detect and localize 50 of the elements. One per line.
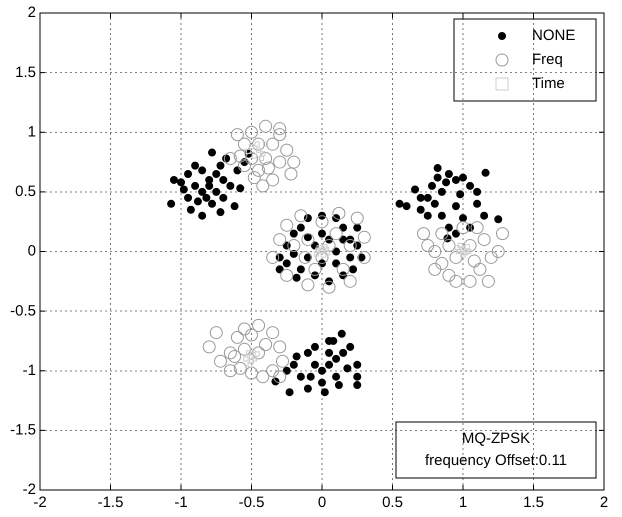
y-tick-label: -2 [22, 481, 36, 498]
point [256, 148, 262, 153]
annotation: MQ-ZPSK [462, 430, 530, 448]
y-tick-label: -1.5 [10, 422, 36, 439]
y-tick-label: 0 [28, 242, 36, 260]
point [258, 156, 264, 162]
point [463, 250, 468, 256]
x-tick-label: 0.5 [382, 494, 403, 512]
point [315, 248, 320, 253]
legend-label: NONE [532, 27, 576, 44]
point [460, 252, 466, 258]
point [322, 244, 328, 250]
point [456, 248, 462, 254]
point [466, 248, 472, 254]
point [316, 245, 322, 251]
point [454, 245, 460, 251]
point [262, 142, 268, 147]
point [246, 148, 252, 154]
point [460, 246, 466, 252]
y-tick-label: 1 [28, 123, 36, 140]
legend-label: Freq [532, 51, 563, 68]
point [325, 250, 330, 256]
y-tick-label: -0.5 [10, 302, 36, 320]
legend-label: Time [532, 75, 565, 92]
point [243, 356, 248, 362]
x-tick-label: -0.5 [238, 494, 264, 512]
point [248, 354, 254, 360]
point [247, 362, 253, 368]
y-tick-label: 0.5 [15, 183, 36, 200]
point [314, 251, 319, 257]
point [319, 248, 325, 254]
point [246, 350, 252, 356]
point [464, 244, 470, 250]
point [324, 246, 329, 252]
x-tick-label: 1.5 [523, 494, 544, 512]
point [248, 358, 254, 364]
point [252, 356, 257, 362]
point [250, 348, 256, 354]
x-tick-label: 0 [318, 494, 326, 512]
annotation: frequency Offset:0.11 [424, 452, 568, 470]
y-tick-label: 2 [28, 4, 36, 22]
x-tick-label: 1 [458, 494, 468, 512]
point [260, 151, 266, 156]
x-tick-label: -1.5 [98, 494, 124, 512]
x-tick-label: 2 [600, 494, 608, 512]
x-tick-label: -1 [174, 494, 188, 512]
point [458, 242, 463, 248]
point [248, 144, 254, 150]
y-tick-label: 1.5 [15, 64, 36, 81]
y-tick-label: -1 [22, 362, 36, 379]
